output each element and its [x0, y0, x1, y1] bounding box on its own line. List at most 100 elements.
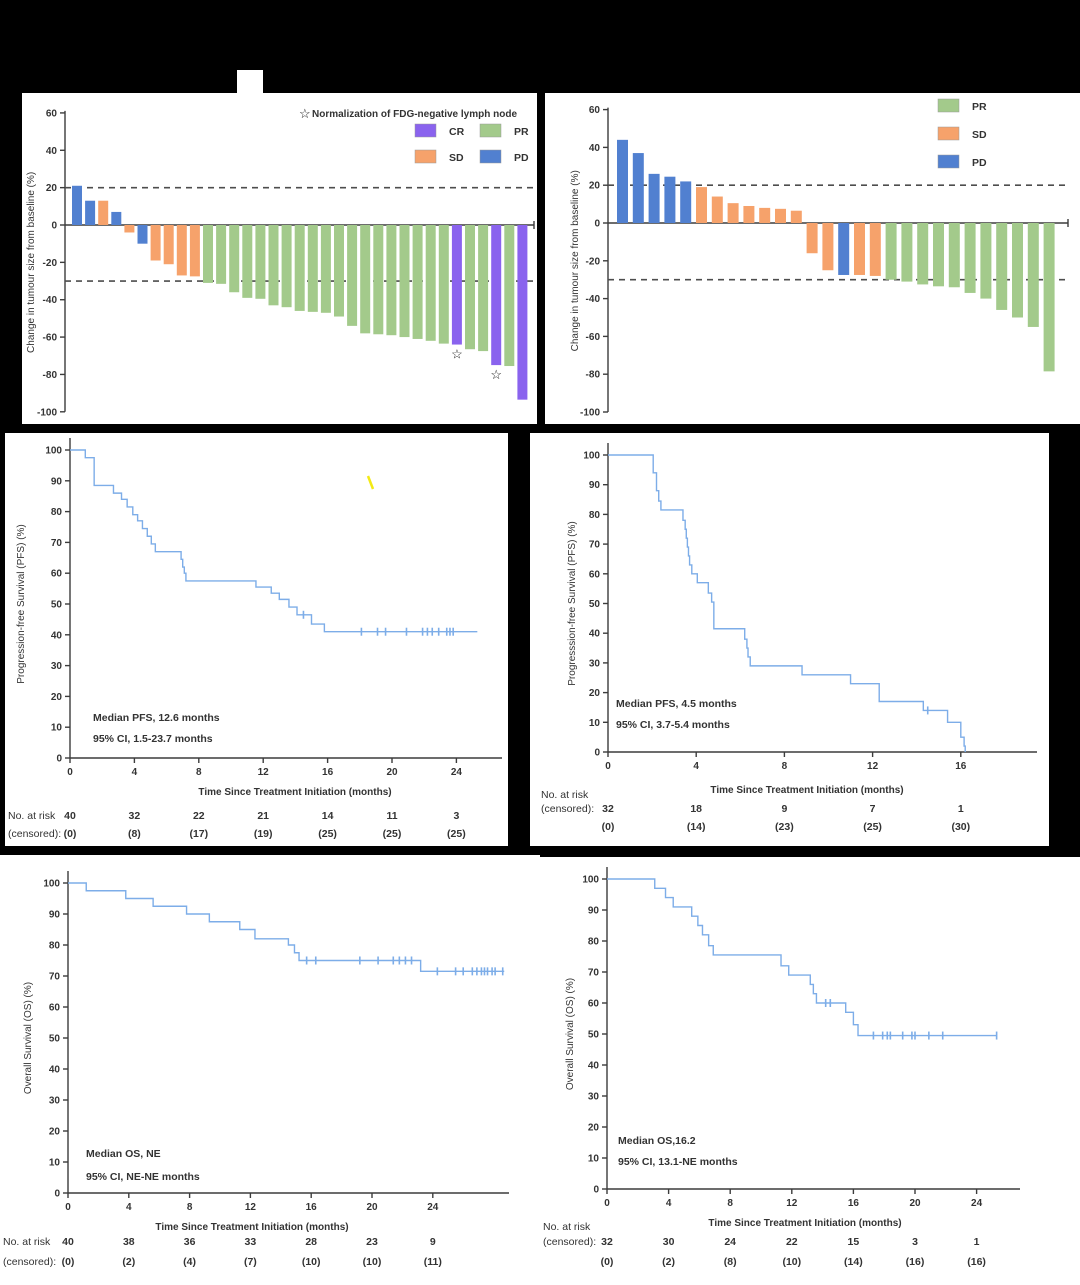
svg-text:-60: -60: [586, 332, 601, 343]
panel-waterfall-left: Change in tumour size from baseline (%) 6…: [22, 93, 537, 424]
svg-text:3: 3: [453, 810, 459, 822]
svg-text:20: 20: [589, 181, 601, 192]
svg-text:Median OS, NE: Median OS, NE: [86, 1148, 161, 1160]
svg-text:-40: -40: [43, 295, 58, 306]
svg-text:18: 18: [690, 803, 702, 815]
svg-text:10: 10: [49, 1158, 61, 1169]
svg-text:20: 20: [46, 183, 58, 194]
svg-text:-60: -60: [43, 333, 58, 344]
svg-text:0: 0: [605, 761, 611, 772]
svg-text:9: 9: [430, 1236, 436, 1248]
svg-text:16: 16: [306, 1202, 318, 1213]
svg-text:(17): (17): [189, 828, 208, 840]
svg-text:PD: PD: [972, 157, 987, 169]
svg-text:16: 16: [848, 1198, 860, 1209]
svg-text:4: 4: [666, 1198, 672, 1209]
svg-text:4: 4: [132, 767, 138, 778]
svg-text:No. at risk: No. at risk: [543, 1221, 591, 1233]
svg-text:1: 1: [974, 1236, 980, 1248]
svg-text:60: 60: [51, 569, 63, 580]
svg-text:☆: ☆: [299, 106, 311, 121]
svg-text:60: 60: [589, 569, 601, 580]
svg-text:0: 0: [56, 754, 62, 765]
panel-waterfall-right: Change in tumour size from baseline (%) 6…: [545, 93, 1080, 424]
svg-text:12: 12: [245, 1202, 257, 1213]
svg-text:100: 100: [45, 446, 62, 457]
svg-text:8: 8: [187, 1202, 193, 1213]
svg-text:70: 70: [589, 540, 601, 551]
panel-km-os-right: Overall Survival (OS) (%) 0 10 20 30 40 50 60 70…: [540, 857, 1080, 1285]
svg-text:☆: ☆: [451, 347, 463, 362]
svg-text:40: 40: [49, 1065, 61, 1076]
svg-text:Time Since Treatment Initiatio: Time Since Treatment Initiation (months): [708, 1218, 901, 1229]
svg-text:60: 60: [589, 105, 601, 116]
svg-text:(25): (25): [318, 828, 337, 840]
svg-text:50: 50: [588, 1030, 600, 1041]
svg-text:(16): (16): [967, 1256, 986, 1268]
svg-text:-80: -80: [586, 370, 601, 381]
svg-text:95% CI, 3.7-5.4 months: 95% CI, 3.7-5.4 months: [616, 719, 730, 731]
svg-text:3: 3: [912, 1236, 918, 1248]
svg-text:33: 33: [245, 1236, 257, 1248]
svg-text:21: 21: [257, 810, 269, 822]
svg-text:90: 90: [589, 480, 601, 491]
svg-text:1: 1: [958, 803, 964, 815]
svg-text:50: 50: [589, 599, 601, 610]
svg-text:(0): (0): [62, 1256, 75, 1268]
svg-text:Progresssion-free Survival (PF: Progresssion-free Survival (PFS) (%): [567, 521, 578, 685]
svg-text:12: 12: [258, 767, 270, 778]
svg-text:80: 80: [51, 507, 63, 518]
svg-text:100: 100: [583, 451, 600, 462]
svg-text:PD: PD: [514, 152, 529, 164]
svg-text:Overall Survival (OS) (%): Overall Survival (OS) (%): [565, 978, 576, 1090]
svg-text:SD: SD: [972, 129, 987, 141]
km-pfs-right-chart: Progresssion-free Survival (PFS) (%)0102…: [541, 443, 1037, 833]
svg-text:0: 0: [594, 219, 600, 230]
svg-text:0: 0: [593, 1185, 599, 1196]
svg-text:50: 50: [51, 600, 63, 611]
svg-text:(10): (10): [302, 1256, 321, 1268]
svg-text:40: 40: [62, 1236, 74, 1248]
svg-text:(14): (14): [687, 821, 706, 833]
svg-text:(25): (25): [447, 828, 466, 840]
svg-text:Time Since Treatment Initiatio: Time Since Treatment Initiation (months): [710, 785, 903, 796]
svg-text:-20: -20: [586, 256, 601, 267]
svg-text:24: 24: [971, 1198, 983, 1209]
svg-text:8: 8: [727, 1198, 733, 1209]
svg-text:8: 8: [782, 761, 788, 772]
svg-text:40: 40: [588, 1061, 600, 1072]
svg-text:(11): (11): [424, 1256, 442, 1268]
svg-text:30: 30: [663, 1236, 675, 1248]
svg-text:-80: -80: [43, 370, 58, 381]
svg-text:Progression-free Survival (PFS: Progression-free Survival (PFS) (%): [16, 524, 27, 683]
svg-text:Time Since Treatment Initiatio: Time Since Treatment Initiation (months): [155, 1222, 348, 1233]
svg-text:32: 32: [602, 803, 614, 815]
svg-text:(30): (30): [951, 821, 970, 833]
svg-text:No. at risk: No. at risk: [541, 789, 589, 801]
panel-km-os-left: Overall Survival (OS) (%) 0 10 20 30 40 50 60 70…: [0, 855, 540, 1285]
svg-text:0: 0: [604, 1198, 610, 1209]
svg-text:10: 10: [51, 723, 63, 734]
svg-text:(censored):: (censored):: [3, 1256, 56, 1268]
svg-text:Overall Survival (OS) (%): Overall Survival (OS) (%): [23, 982, 34, 1094]
svg-text:30: 30: [588, 1092, 600, 1103]
svg-text:12: 12: [786, 1198, 798, 1209]
svg-text:32: 32: [601, 1236, 613, 1248]
svg-text:40: 40: [64, 810, 76, 822]
svg-text:(10): (10): [363, 1256, 382, 1268]
svg-text:(25): (25): [383, 828, 402, 840]
svg-text:20: 20: [386, 767, 398, 778]
svg-text:95% CI, 13.1-NE months: 95% CI, 13.1-NE months: [618, 1156, 738, 1168]
svg-text:(25): (25): [863, 821, 882, 833]
svg-text:0: 0: [65, 1202, 71, 1213]
svg-text:7: 7: [870, 803, 876, 815]
svg-text:24: 24: [427, 1202, 439, 1213]
svg-text:38: 38: [123, 1236, 135, 1248]
svg-text:(16): (16): [906, 1256, 925, 1268]
svg-text:20: 20: [909, 1198, 921, 1209]
svg-text:10: 10: [589, 718, 601, 729]
svg-text:8: 8: [196, 767, 202, 778]
svg-text:10: 10: [588, 1154, 600, 1165]
svg-text:24: 24: [724, 1236, 736, 1248]
svg-text:24: 24: [451, 767, 463, 778]
